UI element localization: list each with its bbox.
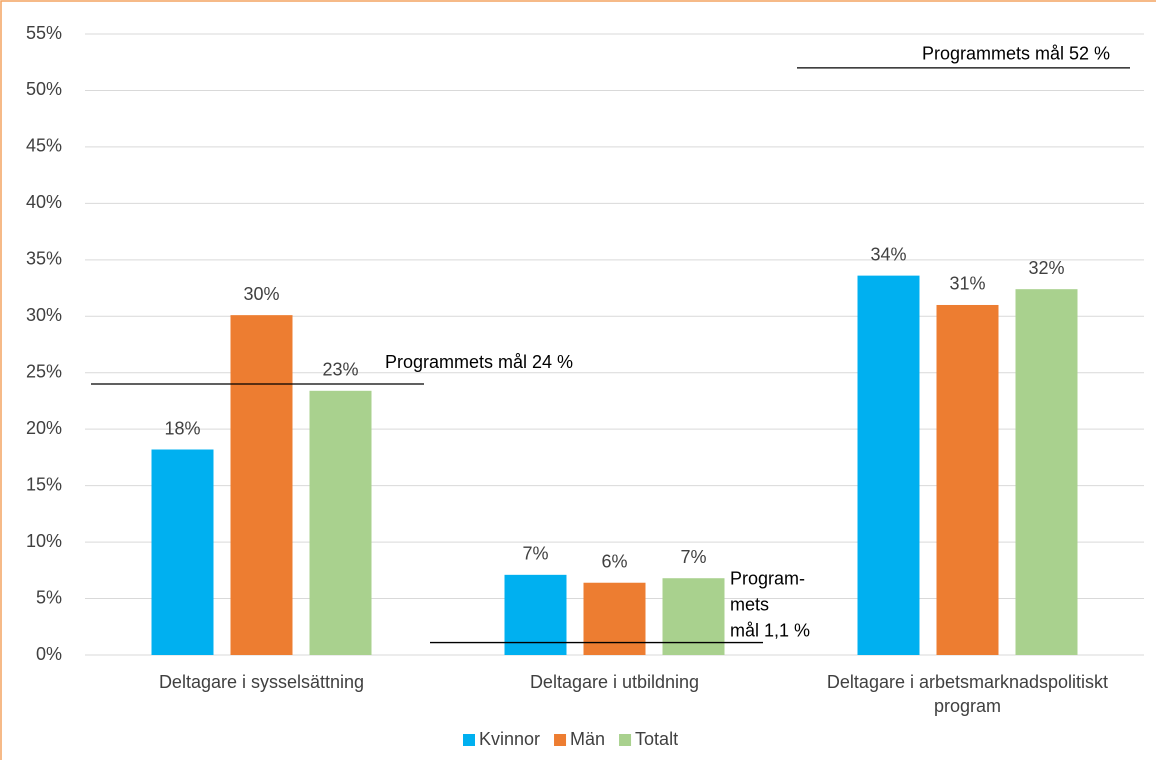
- y-tick-label: 20%: [26, 418, 62, 438]
- data-label: 23%: [322, 360, 358, 380]
- y-tick-label: 40%: [26, 192, 62, 212]
- bar: [504, 574, 567, 655]
- target-label: Program-: [730, 568, 805, 588]
- data-label: 31%: [949, 274, 985, 294]
- target-label: Programmets mål 52 %: [922, 44, 1110, 64]
- bar: [662, 578, 725, 655]
- y-tick-label: 30%: [26, 305, 62, 325]
- y-tick-label: 25%: [26, 361, 62, 381]
- target-label: mål 1,1 %: [730, 620, 810, 640]
- y-tick-label: 55%: [26, 23, 62, 43]
- bar: [1015, 289, 1078, 655]
- x-tick-label-line: program: [934, 696, 1001, 716]
- y-tick-label: 45%: [26, 136, 62, 156]
- y-tick-label: 5%: [36, 587, 62, 607]
- x-tick-label: Deltagare i utbildning: [530, 672, 699, 692]
- y-tick-label: 0%: [36, 644, 62, 664]
- legend-swatch: [463, 734, 475, 746]
- data-label: 18%: [164, 418, 200, 438]
- legend-swatch: [619, 734, 632, 746]
- x-tick-label: Deltagare i arbetsmarknadspolitiskt progr…: [827, 672, 1108, 716]
- y-tick-label: 35%: [26, 249, 62, 269]
- legend-label: Kvinnor: [479, 729, 540, 749]
- x-tick-label-line: Deltagare i arbetsmarknadspolitiskt: [827, 672, 1108, 692]
- target-label: Programmets mål 24 %: [385, 352, 573, 372]
- y-tick-label: 50%: [26, 79, 62, 99]
- bar: [230, 315, 293, 655]
- bar: [583, 582, 646, 655]
- y-tick-label: 10%: [26, 531, 62, 551]
- legend-swatch: [554, 734, 567, 746]
- x-tick-label: Deltagare i sysselsättning: [159, 672, 364, 692]
- target-label: mets: [730, 594, 769, 614]
- bar: [857, 275, 920, 655]
- legend-label: Män: [570, 729, 605, 749]
- legend-label: Totalt: [635, 729, 678, 749]
- data-label: 6%: [601, 551, 627, 571]
- data-label: 34%: [870, 244, 906, 264]
- bar: [936, 304, 999, 655]
- data-label: 32%: [1028, 258, 1064, 278]
- data-label: 7%: [680, 547, 706, 567]
- bar: [151, 449, 214, 655]
- data-label: 7%: [522, 544, 548, 564]
- data-label: 30%: [243, 284, 279, 304]
- bar: [309, 390, 372, 655]
- y-tick-label: 15%: [26, 474, 62, 494]
